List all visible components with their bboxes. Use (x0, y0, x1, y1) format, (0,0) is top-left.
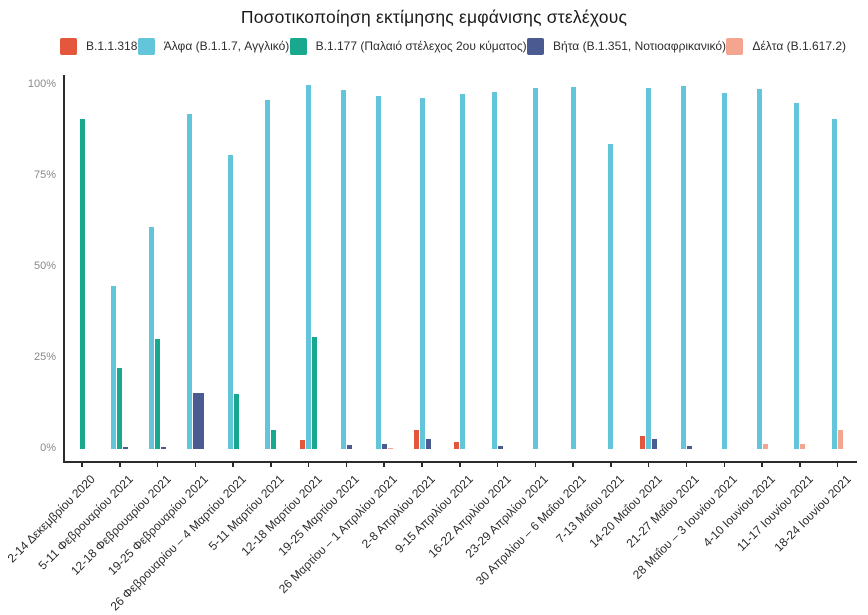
bar (721, 93, 727, 449)
legend-label: B.1.177 (Παλαιό στέλεχος 2ου κύματος) (315, 39, 527, 53)
x-axis-tick (610, 461, 612, 467)
bar (233, 394, 239, 449)
x-axis-tick (723, 461, 725, 467)
bar (570, 86, 576, 449)
legend-item: Άλφα (B.1.1.7, Αγγλικό) (137, 37, 290, 55)
bar (794, 102, 800, 449)
bar (117, 367, 123, 449)
bar (532, 87, 538, 449)
bar (832, 118, 838, 449)
bar (271, 430, 277, 449)
x-axis-tick (496, 461, 499, 467)
bar (227, 154, 233, 449)
x-axis-tick (194, 461, 197, 467)
x-axis-tick (270, 461, 272, 467)
legend-swatch (60, 37, 77, 55)
bar (640, 436, 646, 449)
y-axis-tick-label: 50% (33, 260, 56, 272)
bar (680, 86, 686, 449)
legend-swatch (527, 37, 545, 55)
bar (646, 87, 652, 449)
y-axis-tick-label: 0% (40, 442, 56, 454)
legend-item: Δέλτα (B.1.617.2) (726, 37, 846, 55)
legend-item: B.1.177 (Παλαιό στέλεχος 2ου κύματος) (289, 37, 527, 55)
bar (346, 444, 352, 449)
bar (375, 95, 381, 449)
x-axis-tick (534, 461, 537, 467)
x-axis-tick (345, 461, 348, 467)
bar (419, 98, 425, 449)
legend-label: B.1.1.318 (86, 39, 138, 53)
legend-swatch (289, 37, 307, 55)
legend-label: Δέλτα (B.1.617.2) (752, 39, 846, 53)
x-axis-tick (685, 461, 688, 467)
y-axis-tick-label: 25% (33, 351, 56, 363)
x-axis-tick (836, 461, 839, 467)
bar (762, 443, 768, 449)
bar (756, 89, 762, 449)
y-axis-tick-label: 100% (27, 78, 56, 90)
chart-title: Ποσοτικοποίηση εκτίμησης εμφάνισης στελέ… (240, 7, 628, 27)
bar (123, 446, 129, 449)
bar (498, 446, 504, 449)
bar (306, 85, 312, 449)
bar (79, 118, 85, 449)
bar (340, 90, 346, 449)
x-axis-tick (383, 461, 385, 467)
legend-swatch (726, 37, 744, 55)
x-axis-tick (459, 461, 461, 467)
legend: B.1.1.318 Άλφα (B.1.1.7, Αγγλικό) B.1.177 … (60, 34, 846, 58)
bar (155, 339, 161, 449)
x-axis-tick (156, 461, 159, 467)
bar (454, 441, 460, 449)
bar (186, 114, 192, 449)
legend-label: Βήτα (B.1.351, Νοτιοαφρικανικό) (553, 39, 727, 53)
x-axis-tick (421, 461, 423, 467)
legend-item: Βήτα (B.1.351, Νοτιοαφρικανικό) (527, 37, 727, 55)
x-axis-tick (307, 461, 310, 467)
bar (300, 439, 306, 449)
bar (652, 438, 658, 449)
bar (381, 443, 387, 449)
bar (800, 444, 806, 449)
x-axis-tick (119, 461, 121, 467)
bar (312, 336, 318, 449)
y-axis-line (63, 75, 65, 461)
bar (161, 446, 167, 449)
x-axis-tick (572, 461, 574, 467)
legend-swatch (137, 37, 155, 55)
bar (111, 285, 117, 449)
legend-item: B.1.1.318 (60, 37, 138, 55)
bar (608, 143, 614, 449)
bar (686, 445, 692, 449)
bar (265, 99, 271, 449)
bar (838, 429, 844, 449)
bar (413, 429, 419, 449)
legend-label: Άλφα (B.1.1.7, Αγγλικό) (163, 39, 290, 53)
bar (149, 226, 155, 449)
x-axis-tick (232, 461, 234, 467)
bar (192, 392, 204, 449)
x-axis-tick (647, 461, 650, 467)
x-axis-tick (761, 461, 763, 467)
x-axis-tick (81, 461, 83, 467)
x-axis-tick (799, 461, 801, 467)
bar (387, 447, 393, 449)
bar (460, 94, 466, 449)
bar (425, 439, 431, 449)
x-axis-label: 7-13 Μαΐου 2021 (553, 472, 627, 546)
y-axis-tick-label: 75% (33, 169, 56, 181)
bar (492, 91, 498, 449)
